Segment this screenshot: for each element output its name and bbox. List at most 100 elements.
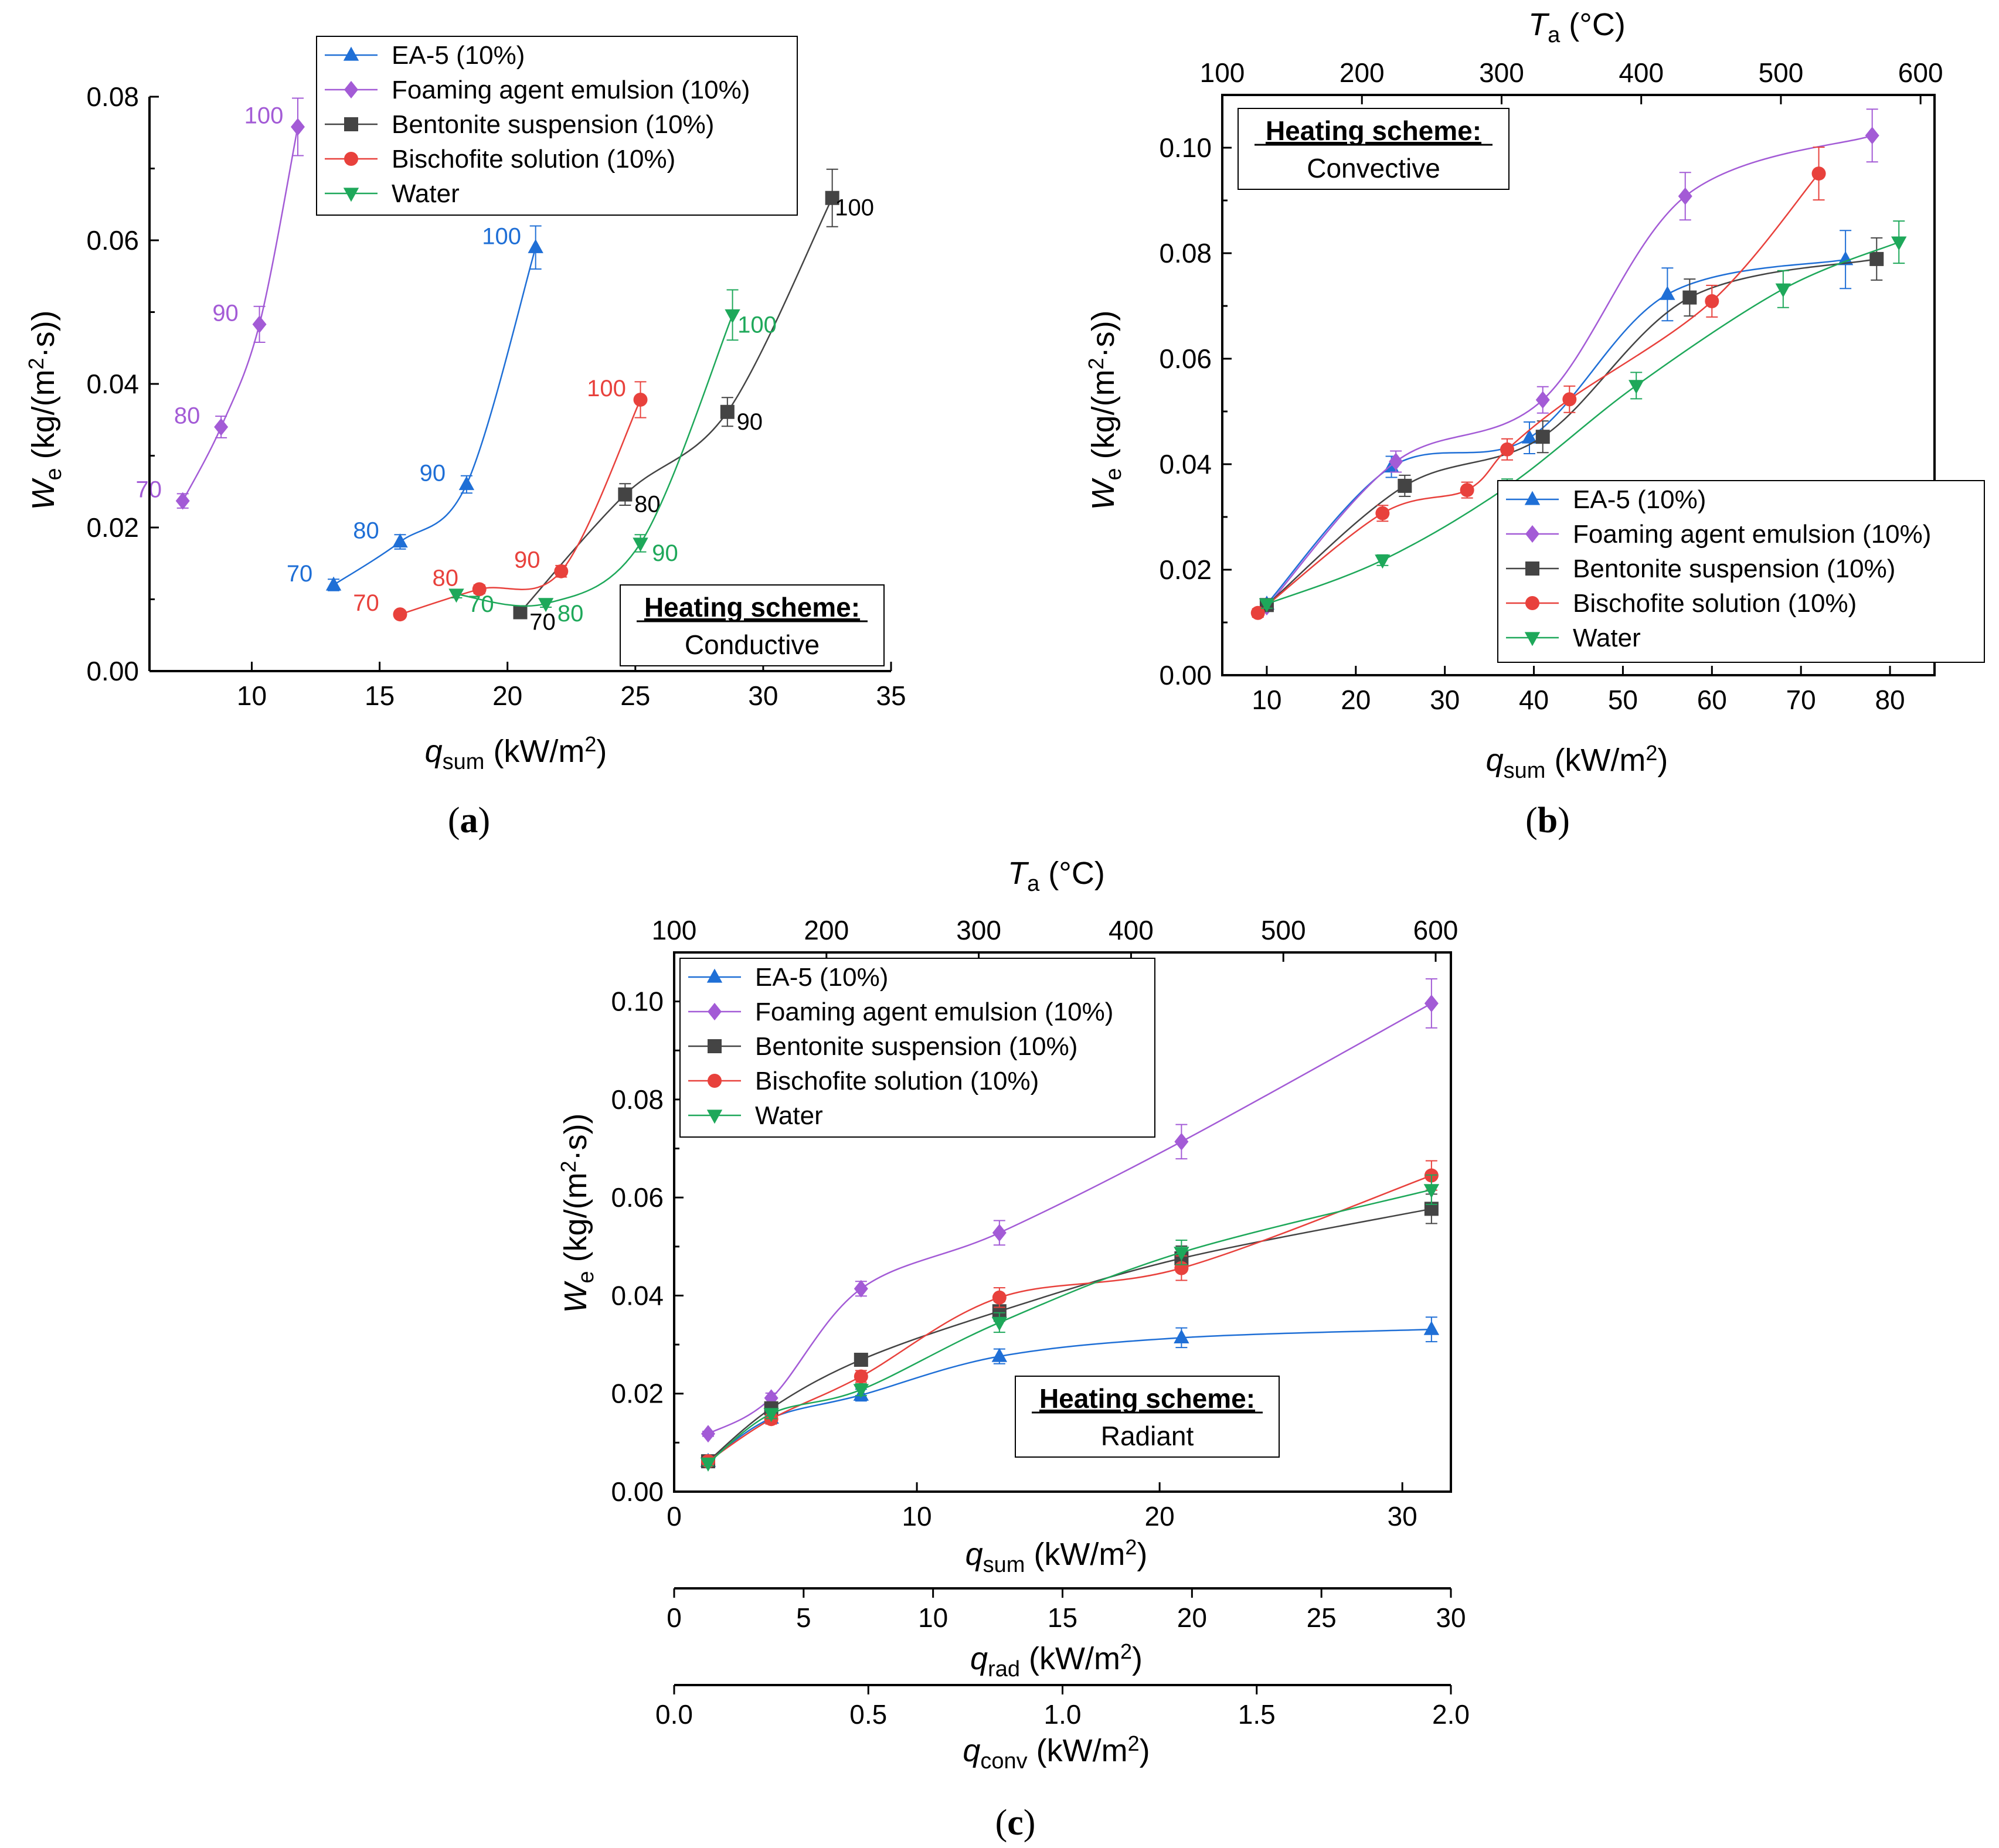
panel-c-heating-scheme-box: Heating scheme: Radiant xyxy=(1015,1376,1280,1458)
legend-label-foaming-agent-emulsion-10: Foaming agent emulsion (10%) xyxy=(392,76,750,104)
panel-b-label: (b) xyxy=(1525,801,1570,840)
data-point-bentonite-suspension-10 xyxy=(1869,251,1884,266)
top-tick-label: 600 xyxy=(1413,915,1459,945)
legend-label-bischofite-solution-10: Bischofite solution (10%) xyxy=(755,1067,1039,1095)
heating-scheme-frame xyxy=(620,584,885,666)
legend-label-bentonite-suspension-10: Bentonite suspension (10%) xyxy=(755,1032,1077,1061)
legend-box xyxy=(316,36,798,216)
panel-c-qrad-axis-title: qrad (kW/m2) xyxy=(970,1639,1143,1682)
data-point-bentonite-suspension-10 xyxy=(720,404,735,419)
legend-marker-foaming-agent-emulsion-10 xyxy=(1525,525,1539,543)
series-line-ea-5-10 xyxy=(333,247,536,586)
legend-marker-bischofite-solution-10 xyxy=(344,152,358,166)
top-tick-label: 100 xyxy=(652,915,697,945)
legend-marker-bischofite-solution-10 xyxy=(1525,596,1539,610)
legend-label-bischofite-solution-10: Bischofite solution (10%) xyxy=(392,145,675,173)
data-point-water xyxy=(1775,283,1791,298)
top-tick-label: 500 xyxy=(1759,57,1804,88)
qrad-tick-label: 15 xyxy=(1048,1602,1077,1633)
panel-c-label: (c) xyxy=(995,1803,1036,1843)
data-point-bischofite-solution-10 xyxy=(1375,506,1390,520)
data-point-water xyxy=(538,598,554,612)
data-point-foaming-agent-emulsion-10 xyxy=(252,315,267,333)
data-label-bischofite-solution-10: 100 xyxy=(587,376,626,401)
y-tick-label: 0.08 xyxy=(86,81,139,112)
data-point-bischofite-solution-10 xyxy=(1250,605,1265,620)
series-line-water xyxy=(456,314,733,607)
legend-marker-water xyxy=(343,188,359,202)
x-tick-label: 10 xyxy=(237,680,267,711)
data-point-water xyxy=(991,1316,1008,1331)
legend-marker-water xyxy=(706,1110,723,1124)
y-tick-label: 0.08 xyxy=(611,1084,664,1115)
legend-marker-ea-5-10 xyxy=(706,968,723,983)
data-point-bischofite-solution-10 xyxy=(554,564,569,578)
data-point-bischofite-solution-10 xyxy=(1562,392,1577,407)
legend-label-foaming-agent-emulsion-10: Foaming agent emulsion (10%) xyxy=(755,998,1113,1026)
top-tick-label: 300 xyxy=(956,915,1001,945)
top-tick-label: 200 xyxy=(1340,57,1385,88)
y-tick-label: 0.00 xyxy=(86,656,139,686)
legend-marker-water xyxy=(1524,632,1541,646)
qconv-tick-label: 2.0 xyxy=(1432,1699,1470,1730)
x-tick-label: 80 xyxy=(1875,685,1905,715)
series-bischofite-solution-10: 70 80 90 100 xyxy=(353,376,648,622)
heating-scheme-title: Heating scheme: xyxy=(1266,115,1481,146)
heating-scheme-title: Heating scheme: xyxy=(644,592,860,622)
y-tick-label: 0.00 xyxy=(611,1476,664,1507)
panel-a-legend: EA-5 (10%) Foaming agent emulsion (10%) Be… xyxy=(316,36,798,216)
panel-c-plot-frame xyxy=(673,951,1452,1493)
series-line-bischofite-solution-10 xyxy=(1257,173,1820,614)
legend-marker-ea-5-10 xyxy=(343,46,359,61)
top-tick-label: 600 xyxy=(1898,57,1943,88)
qrad-tick-label: 25 xyxy=(1307,1602,1337,1633)
data-point-bischofite-solution-10 xyxy=(854,1369,868,1384)
top-tick-label: 300 xyxy=(1479,57,1524,88)
x-tick-label: 35 xyxy=(876,680,906,711)
data-point-bentonite-suspension-10 xyxy=(1682,290,1697,305)
data-label-water: 80 xyxy=(557,601,584,627)
data-point-water xyxy=(448,588,464,603)
data-label-water: 90 xyxy=(652,540,678,566)
series-water: 70 80 90 100 xyxy=(448,289,777,627)
data-label-bischofite-solution-10: 90 xyxy=(514,547,540,573)
x-tick-label: 10 xyxy=(1252,685,1281,715)
qrad-tick-label: 5 xyxy=(796,1602,811,1633)
panel-c-y-axis-title: We (kg/(m2·s)) xyxy=(556,1113,599,1313)
legend-marker-bentonite-suspension-10 xyxy=(344,117,358,131)
data-point-ea-5-10 xyxy=(1423,1321,1440,1335)
data-point-bischofite-solution-10 xyxy=(633,392,648,407)
x-tick-label: 30 xyxy=(1430,685,1460,715)
data-point-water xyxy=(763,1408,779,1422)
panel-b-top-x-ticks: 100 200 300 400 500 600 xyxy=(1200,57,1943,104)
y-tick-label: 0.02 xyxy=(86,512,139,543)
data-point-water xyxy=(1375,554,1391,569)
x-tick-label: 20 xyxy=(1341,685,1371,715)
legend-label-bischofite-solution-10: Bischofite solution (10%) xyxy=(1573,589,1857,618)
data-point-foaming-agent-emulsion-10 xyxy=(701,1425,715,1443)
qrad-tick-label: 0 xyxy=(667,1602,682,1633)
data-point-foaming-agent-emulsion-10 xyxy=(1424,994,1439,1012)
heating-scheme-value: Radiant xyxy=(1101,1421,1194,1451)
data-label-water: 70 xyxy=(468,591,494,617)
data-point-bischofite-solution-10 xyxy=(992,1290,1007,1305)
data-label-foaming-agent-emulsion-10: 90 xyxy=(212,300,239,326)
legend-marker-ea-5-10 xyxy=(1524,491,1541,505)
heating-scheme-title: Heating scheme: xyxy=(1039,1383,1255,1414)
y-tick-label: 0.10 xyxy=(611,986,664,1017)
data-point-foaming-agent-emulsion-10 xyxy=(1678,187,1692,205)
legend-label-water: Water xyxy=(392,179,460,208)
top-tick-label: 400 xyxy=(1109,915,1154,945)
qrad-tick-label: 10 xyxy=(918,1602,948,1633)
data-label-foaming-agent-emulsion-10: 80 xyxy=(174,403,200,429)
x-tick-label: 0 xyxy=(667,1501,682,1532)
heating-scheme-value: Convective xyxy=(1307,153,1440,183)
panel-a-x-axis-title: qsum (kW/m2) xyxy=(425,732,607,774)
data-label-ea-5-10: 80 xyxy=(353,518,379,544)
data-point-bentonite-suspension-10 xyxy=(1398,478,1412,493)
data-point-water xyxy=(725,309,740,324)
data-point-bischofite-solution-10 xyxy=(1500,442,1514,457)
y-tick-label: 0.08 xyxy=(1159,238,1212,268)
